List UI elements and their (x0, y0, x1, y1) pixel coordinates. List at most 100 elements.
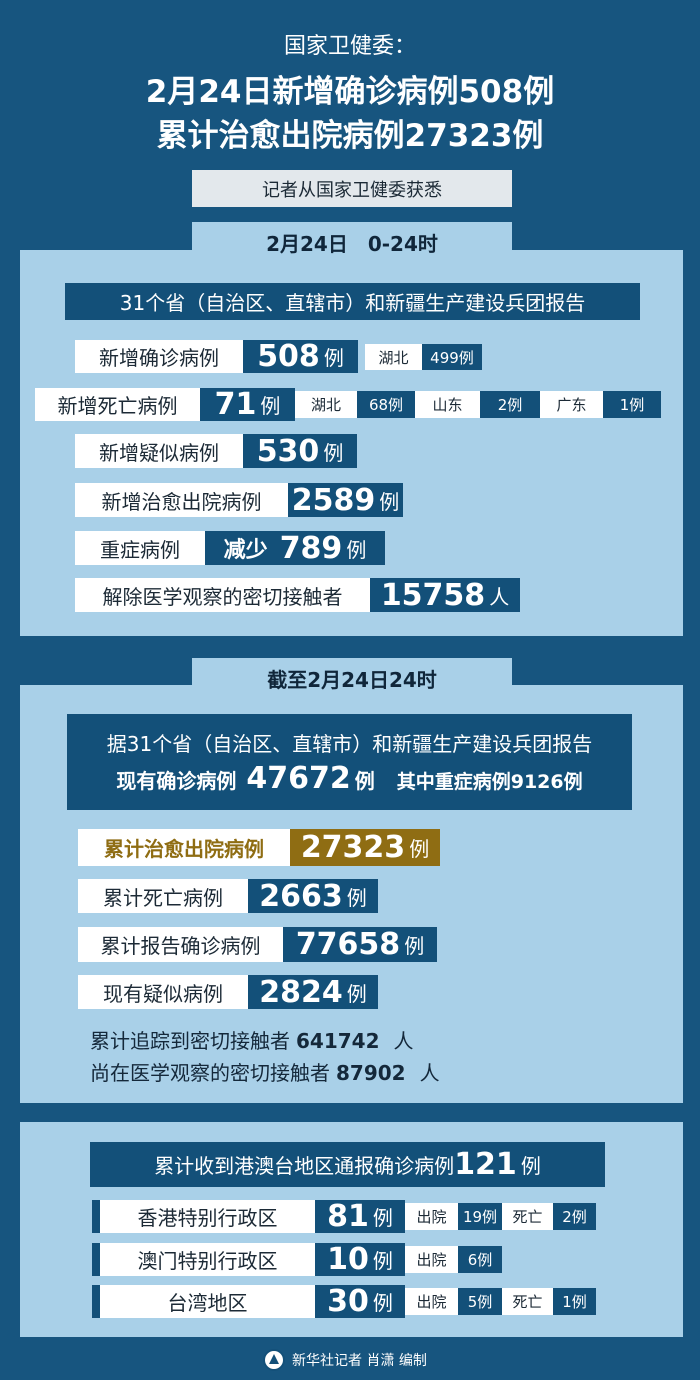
label: 新增确诊病例 (99, 346, 219, 370)
headline: 2月24日新增确诊病例508例 (145, 74, 555, 110)
value-box: 减少 789 例 (205, 530, 385, 566)
value-box: 530 例 (243, 433, 357, 469)
unit: 例 (372, 1249, 393, 1273)
value: 27323 (300, 830, 406, 865)
value: 71 (214, 387, 257, 422)
value-box: 68例 (357, 391, 415, 418)
label: 2例 (562, 1208, 587, 1226)
current-line: 现有确诊病例 47672 例其中重症病例9126例 (116, 761, 582, 796)
value: 77658 (295, 927, 401, 962)
unit: 例 (354, 769, 375, 793)
unit: 例 (323, 346, 344, 370)
value-box: 1例 (603, 391, 661, 418)
value-box: 15758 人 (370, 577, 520, 613)
label: 死亡 (512, 1208, 543, 1226)
value: 81 (327, 1199, 369, 1234)
label-box: 新增死亡病例 (35, 388, 200, 421)
label-box: 死亡 (502, 1288, 553, 1315)
unit: 例 (379, 489, 400, 514)
value-box (92, 1285, 100, 1318)
label: 5例 (467, 1293, 493, 1311)
unit: 例 (372, 1206, 393, 1230)
headline: 累计治愈出院病例27323例 (156, 118, 544, 154)
label: 31个省（自治区、直辖市）和新疆生产建设兵团报告 (119, 291, 586, 315)
label: 新增死亡病例 (57, 394, 178, 418)
value: 87902 (336, 1061, 406, 1085)
unit: 例 (404, 934, 425, 958)
label-box: 澳门特别行政区 (100, 1243, 315, 1276)
label-box: 出院 (405, 1288, 458, 1315)
prefix: 减少 (223, 538, 268, 563)
value-box: 71 例 (200, 387, 295, 422)
value-box: 31个省（自治区、直辖市）和新疆生产建设兵团报告 (65, 283, 640, 320)
label-box: 现有疑似病例 (78, 975, 248, 1009)
label-box: 累计治愈出院病例 (78, 829, 290, 866)
label-box: 山东 (415, 391, 480, 418)
label: 68例 (368, 396, 404, 414)
label-box: 出院 (405, 1246, 458, 1273)
value-box (92, 1200, 100, 1233)
value-box: 81 例 (315, 1199, 405, 1234)
value: 2589 (291, 482, 376, 518)
value-box: 6例 (458, 1246, 502, 1273)
value-box: 2589 例 (288, 482, 403, 518)
contact-line: 尚在医学观察的密切接触者 87902 人 (90, 1057, 440, 1086)
label-box: 累计报告确诊病例 (78, 927, 283, 962)
value-box: 27323 例 (290, 829, 440, 866)
unit: 例 (346, 885, 367, 910)
severe: 其中重症病例9126例 (396, 771, 583, 793)
label: 香港特别行政区 (137, 1206, 278, 1230)
label-box: 出院 (405, 1203, 458, 1230)
label: 解除医学观察的密切接触者 (102, 584, 343, 609)
label-box: 广东 (540, 391, 603, 418)
value-box: 508 例 (243, 339, 358, 374)
value-box: 10 例 (315, 1242, 405, 1277)
label: 台湾地区 (167, 1291, 248, 1315)
value: 10 (327, 1242, 369, 1277)
note: 记者从国家卫健委获悉 (192, 170, 512, 207)
value: 30 (327, 1284, 369, 1319)
label-box: 湖北 (295, 391, 357, 418)
label-box: 解除医学观察的密切接触者 (75, 578, 370, 612)
label: 尚在医学观察的密切接触者 (90, 1061, 330, 1085)
label-box: 重症病例 (75, 531, 205, 565)
unit: 例 (372, 1291, 393, 1315)
label: 新增疑似病例 (99, 440, 219, 465)
source: 国家卫健委： (283, 34, 416, 59)
value: 789 (279, 530, 343, 566)
label: 19例 (462, 1208, 498, 1226)
label: 新增治愈出院病例 (101, 489, 262, 514)
unit: 人 (419, 1061, 440, 1085)
value-box: 19例 (458, 1203, 502, 1230)
intro-text: 据31个省（自治区、直辖市）和新疆生产建设兵团报告 (106, 732, 593, 756)
label: 累计死亡病例 (103, 885, 223, 910)
label: 6例 (467, 1251, 493, 1269)
value-box: 2例 (480, 391, 540, 418)
label-box: 死亡 (502, 1203, 553, 1230)
value-box: 1例 (553, 1288, 596, 1315)
value-box: 累计收到港澳台地区通报确诊病例 121 例 (90, 1142, 605, 1187)
credit: 新华社记者 肖潇 编制 (292, 1353, 427, 1369)
label: 现有确诊病例 (116, 769, 237, 793)
label: 湖北 (378, 348, 409, 367)
unit: 例 (260, 394, 281, 418)
label: 湖北 (310, 396, 341, 414)
label-box: 湖北 (365, 344, 422, 370)
label: 累计治愈出院病例 (104, 837, 264, 861)
label: 1例 (562, 1293, 587, 1311)
label: 广东 (556, 396, 587, 414)
label: 现有疑似病例 (103, 981, 223, 1006)
label: 出院 (416, 1293, 447, 1311)
value: 530 (256, 433, 320, 469)
label-box: 新增治愈出院病例 (75, 483, 288, 517)
value-box: 77658 例 (283, 927, 437, 962)
unit: 例 (346, 981, 367, 1006)
unit: 例 (323, 440, 344, 465)
label: 1例 (619, 396, 645, 414)
unit: 例 (346, 537, 367, 562)
intro: 据31个省（自治区、直辖市）和新疆生产建设兵团报告 (107, 728, 592, 757)
label: 出院 (416, 1251, 447, 1269)
value-box: 2824 例 (248, 975, 378, 1010)
value: 15758 (380, 577, 486, 613)
unit: 人 (393, 1029, 414, 1053)
